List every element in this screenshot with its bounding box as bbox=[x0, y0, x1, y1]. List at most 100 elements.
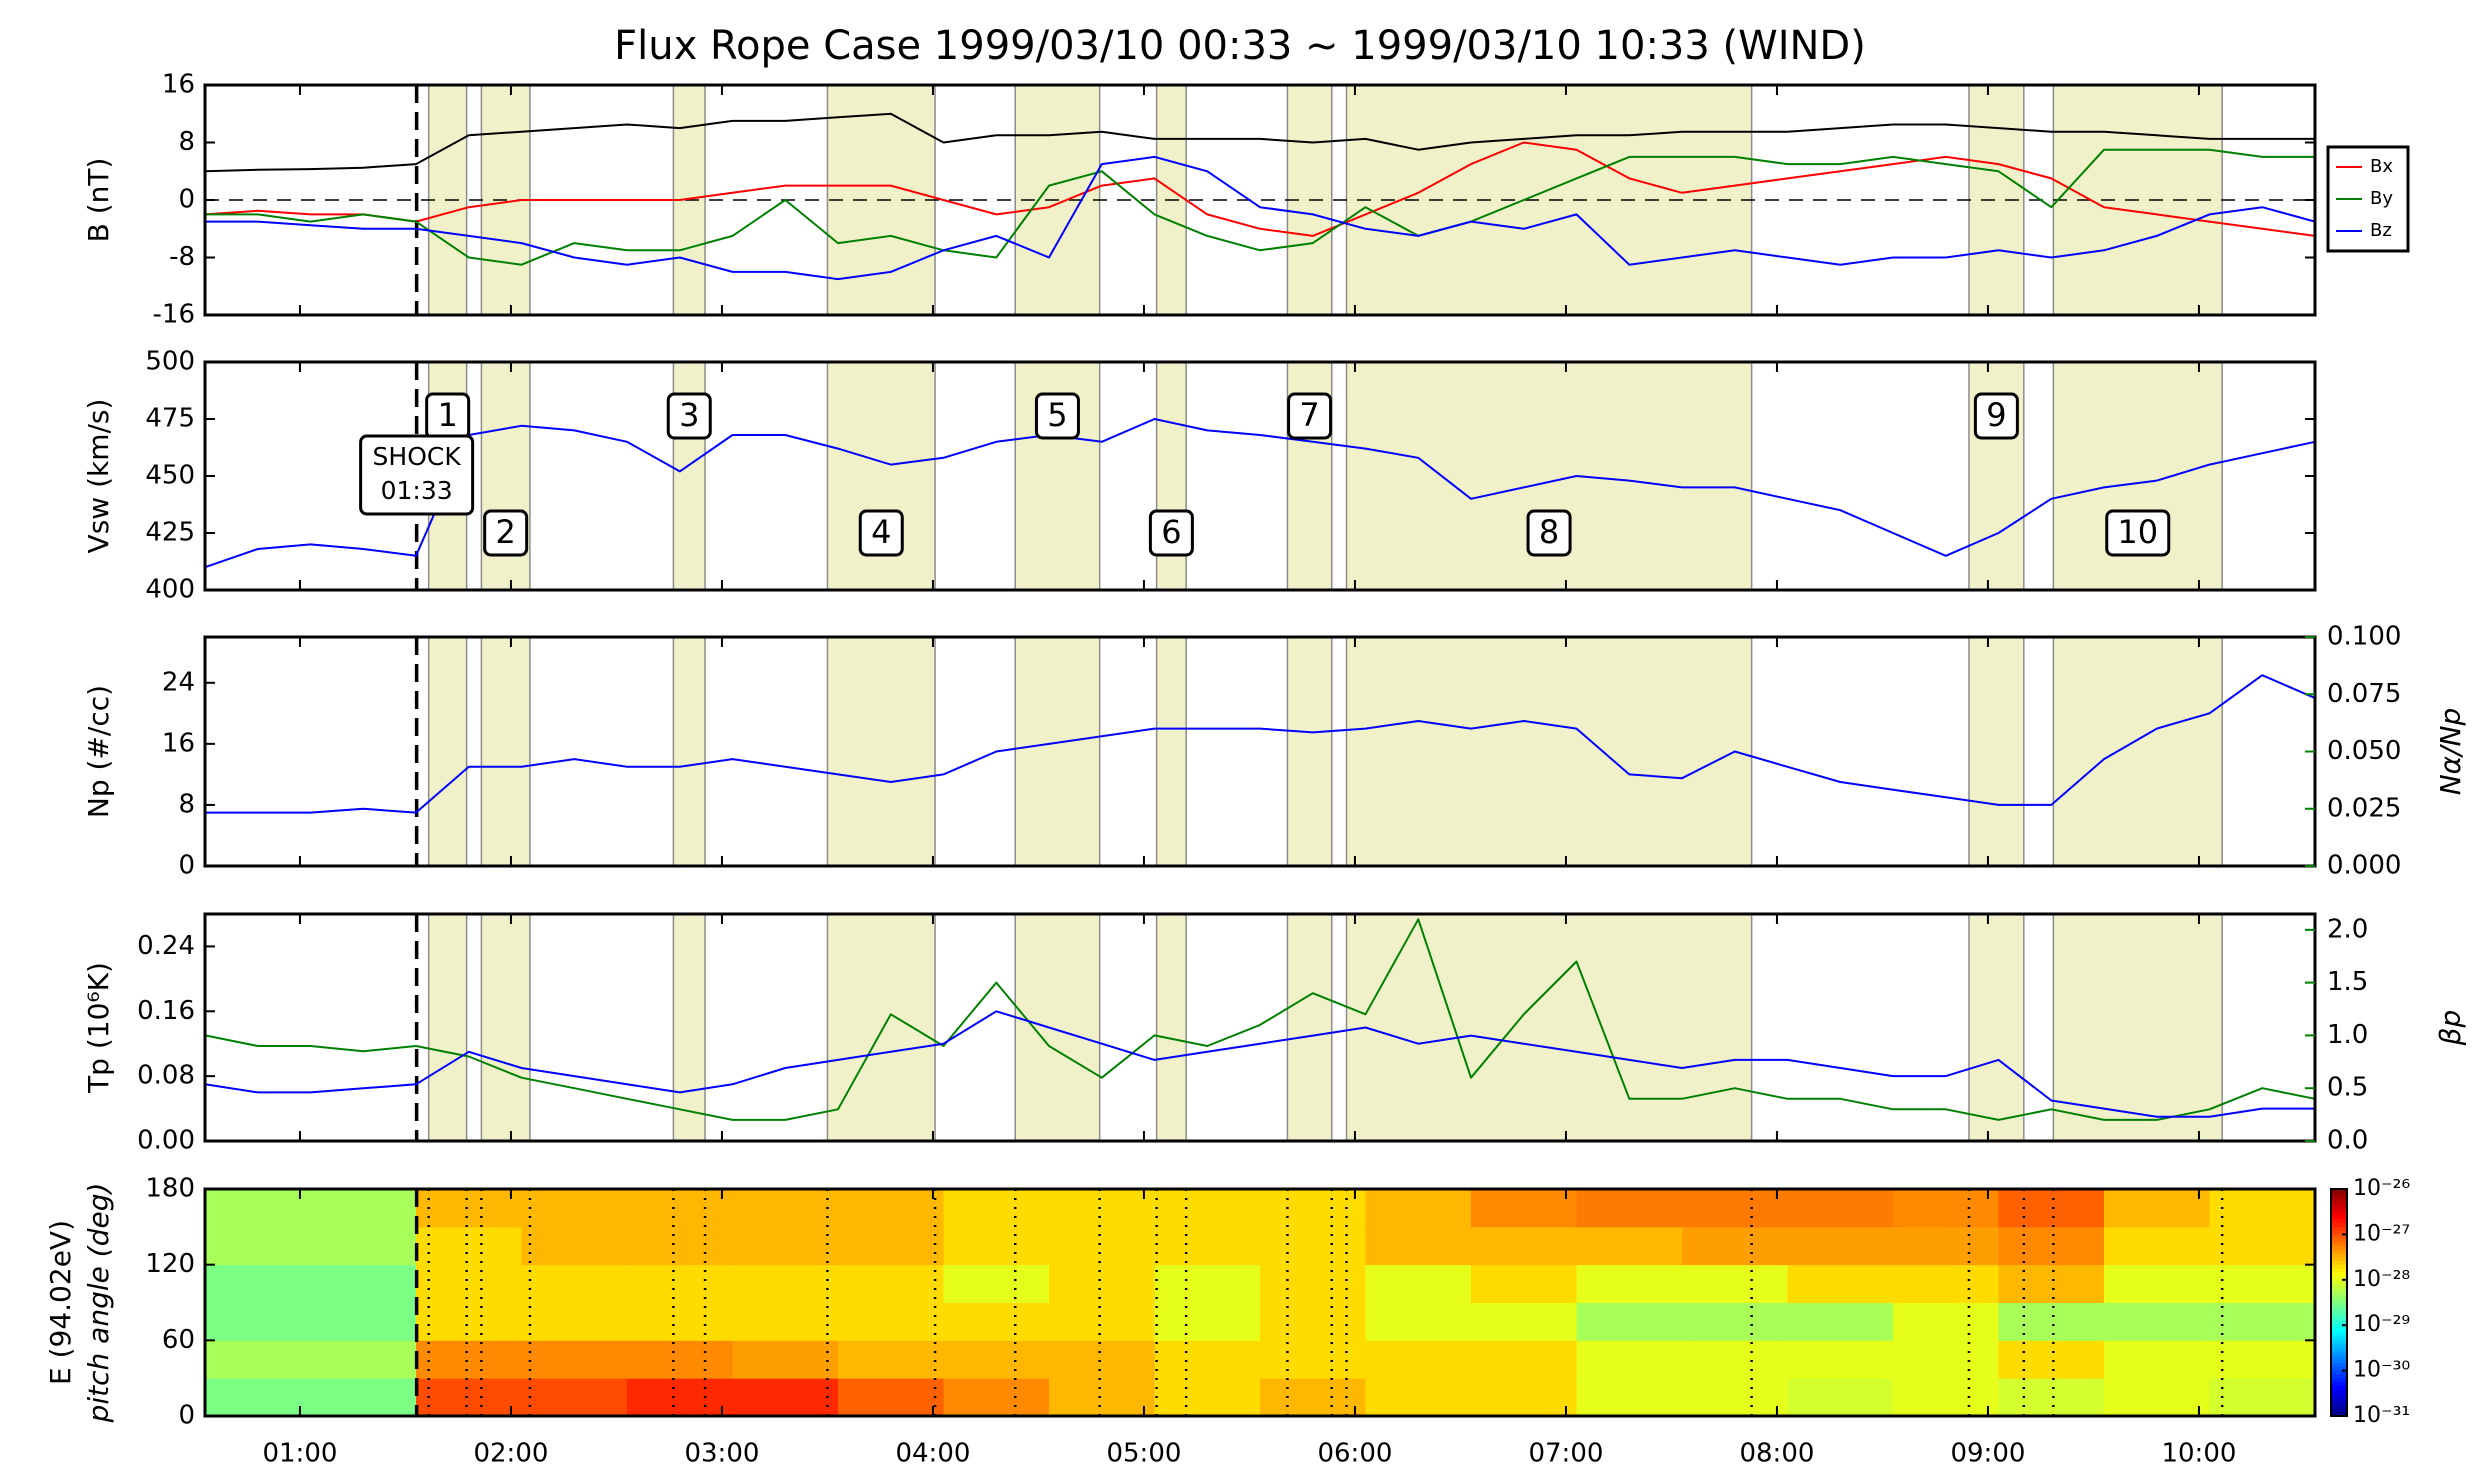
heatmap-cell bbox=[1787, 1264, 1894, 1303]
heatmap-cell bbox=[627, 1189, 733, 1228]
colorbar-step bbox=[2331, 1404, 2347, 1409]
interval-shade bbox=[1014, 636, 1101, 867]
heatmap-cell bbox=[943, 1340, 1050, 1379]
colorbar-step bbox=[2331, 1363, 2347, 1368]
interval-shade bbox=[672, 913, 706, 1142]
panel: -16 -8 0 8 16 B (nT) Bx By Bz bbox=[82, 70, 2410, 330]
interval-label-box bbox=[1148, 509, 1194, 557]
interval-shade bbox=[1155, 636, 1187, 867]
heatmap-cell bbox=[2209, 1340, 2316, 1379]
colorbar-step bbox=[2331, 1347, 2347, 1353]
colorbar-step bbox=[2331, 1408, 2347, 1413]
y-axis-label: Vsw (km/s) bbox=[82, 399, 115, 554]
heatmap-cell bbox=[1998, 1189, 2105, 1228]
interval-shade bbox=[1345, 636, 1753, 867]
colorbar-step bbox=[2331, 1257, 2347, 1262]
heatmap-cell bbox=[2104, 1189, 2210, 1228]
heatmap-cell bbox=[1787, 1226, 1894, 1266]
colorbar-step bbox=[2331, 1200, 2347, 1205]
y2-tick-label: 0.0 bbox=[2327, 1126, 2368, 1156]
series-line bbox=[204, 418, 2316, 569]
heatmap-cell bbox=[1154, 1378, 1261, 1417]
colorbar-step bbox=[2331, 1370, 2347, 1375]
heatmap-cell bbox=[205, 1378, 311, 1417]
y-axis-label: E (94.02eV) bbox=[44, 1220, 77, 1385]
interval-label-box bbox=[858, 509, 904, 557]
heatmap-cell bbox=[2209, 1226, 2316, 1266]
series-line bbox=[205, 155, 2316, 281]
y2-tick-label: 1.0 bbox=[2327, 1020, 2368, 1050]
heatmap-cell bbox=[1682, 1378, 1788, 1417]
colorbar-step bbox=[2331, 1272, 2347, 1277]
colorbar-step bbox=[2331, 1332, 2347, 1338]
heatmap-cell bbox=[1998, 1264, 2105, 1303]
y-tick-label: 180 bbox=[145, 1174, 195, 1204]
colorbar-step bbox=[2331, 1215, 2347, 1220]
heatmap-cell bbox=[521, 1302, 628, 1341]
heatmap-cell bbox=[1998, 1302, 2105, 1341]
heatmap-cell bbox=[627, 1378, 733, 1417]
interval-shade bbox=[2052, 636, 2223, 867]
panel: 0.00 0.08 0.16 0.24 0.0 0.5 1.0 1.5 2.0 βp Tp (10⁶… bbox=[82, 912, 2467, 1156]
colorbar-step bbox=[2331, 1328, 2347, 1334]
heatmap-cell bbox=[627, 1302, 733, 1341]
series-line bbox=[204, 1010, 2315, 1118]
series-line bbox=[204, 141, 2316, 237]
y-tick-label: 60 bbox=[162, 1325, 195, 1355]
heatmap-cell bbox=[838, 1189, 944, 1228]
heatmap-cell bbox=[1682, 1264, 1788, 1303]
heatmap-cell bbox=[2104, 1302, 2210, 1341]
heatmap-cell bbox=[205, 1226, 311, 1266]
y2-tick-label: 0.025 bbox=[2327, 793, 2401, 823]
heatmap-cell bbox=[1365, 1264, 1472, 1303]
interval-label-box bbox=[1034, 392, 1080, 440]
heatmap-cell bbox=[732, 1302, 839, 1341]
heatmap-cell bbox=[205, 1264, 311, 1303]
heatmap-cell bbox=[838, 1378, 944, 1417]
heatmap-cell bbox=[310, 1378, 417, 1417]
heatmap-cell bbox=[1682, 1340, 1788, 1379]
shock-label: SHOCK bbox=[373, 442, 462, 471]
interval-label: 1 bbox=[437, 396, 457, 434]
heatmap-cell bbox=[1260, 1264, 1366, 1303]
heatmap-cell bbox=[1787, 1302, 1894, 1341]
colorbar-step bbox=[2331, 1245, 2347, 1251]
heatmap-cell bbox=[2209, 1302, 2316, 1341]
heatmap-cell bbox=[310, 1340, 417, 1379]
heatmap-cell bbox=[732, 1340, 839, 1379]
y2-tick-label: 0.075 bbox=[2327, 679, 2401, 709]
heatmap-cell bbox=[838, 1264, 944, 1303]
x-tick-label: 06:00 bbox=[1317, 1439, 1392, 1469]
heatmap-cell bbox=[521, 1378, 628, 1417]
heatmap-cell bbox=[1260, 1378, 1366, 1417]
heatmap-cell bbox=[732, 1264, 839, 1303]
shock-label: 01:33 bbox=[381, 476, 453, 505]
colorbar-step bbox=[2331, 1374, 2347, 1379]
legend-label: Bz bbox=[2370, 220, 2392, 241]
x-tick-label: 01:00 bbox=[262, 1439, 337, 1469]
heatmap-cell bbox=[943, 1189, 1050, 1228]
colorbar-step bbox=[2331, 1310, 2347, 1315]
heatmap-cell bbox=[1049, 1264, 1155, 1303]
heatmap-cell bbox=[521, 1189, 628, 1228]
heatmap-cell bbox=[627, 1226, 733, 1266]
colorbar-step bbox=[2331, 1283, 2347, 1288]
colorbar-step bbox=[2331, 1400, 2347, 1406]
colorbar-step bbox=[2331, 1317, 2347, 1322]
interval-shade bbox=[480, 636, 531, 867]
heatmap-cell bbox=[1049, 1302, 1155, 1341]
heatmap-cell bbox=[1154, 1340, 1261, 1379]
heatmap-cell bbox=[416, 1302, 522, 1341]
heatmap-cell bbox=[1049, 1340, 1155, 1379]
x-tick-label: 09:00 bbox=[1950, 1439, 2025, 1469]
interval-shade bbox=[480, 913, 531, 1142]
colorbar-step bbox=[2331, 1192, 2347, 1198]
heatmap-cell bbox=[1471, 1340, 1577, 1379]
heatmap-cell bbox=[1471, 1302, 1577, 1341]
heatmap-cell bbox=[416, 1378, 522, 1417]
heatmap-cell bbox=[1365, 1226, 1472, 1266]
colorbar-step bbox=[2331, 1204, 2347, 1209]
interval-shade bbox=[1155, 913, 1187, 1142]
heatmap-cell bbox=[627, 1264, 733, 1303]
x-tick-label: 05:00 bbox=[1106, 1439, 1181, 1469]
